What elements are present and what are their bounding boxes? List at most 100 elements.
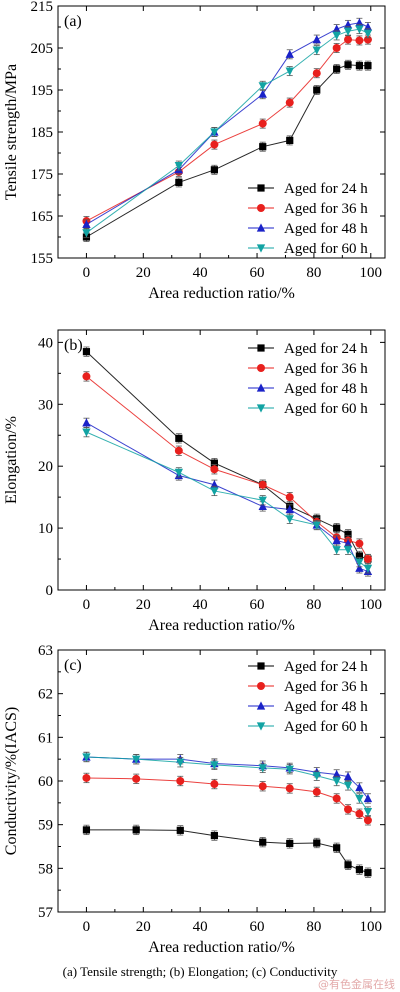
data-point [332, 794, 341, 803]
legend-marker [257, 344, 265, 352]
data-point [364, 869, 372, 877]
data-point [313, 86, 321, 94]
legend-label: Aged for 24 h [284, 659, 368, 675]
data-point [175, 178, 183, 186]
data-point [355, 794, 364, 804]
data-point [332, 546, 341, 555]
data-point [355, 25, 364, 34]
data-point [258, 764, 267, 773]
data-point [174, 446, 183, 455]
plot-frame [57, 329, 386, 591]
x-tick-label: 0 [83, 265, 91, 281]
data-point [355, 866, 364, 874]
legend-label: Aged for 24 h [284, 341, 368, 357]
series-line [86, 22, 369, 225]
series-line [86, 777, 369, 821]
data-point [363, 816, 372, 825]
series-4 [82, 427, 373, 574]
data-point [82, 372, 91, 381]
data-point [82, 348, 91, 356]
x-axis-label: Area reduction ratio/% [148, 939, 295, 956]
data-point [363, 564, 373, 573]
data-point [355, 563, 364, 572]
data-point [344, 530, 352, 538]
series-line [86, 351, 369, 560]
data-point [210, 166, 218, 174]
x-axis-label: Area reduction ratio/% [148, 617, 295, 634]
data-point [344, 861, 352, 869]
data-point [344, 35, 353, 44]
data-point [344, 61, 352, 69]
data-point [343, 27, 353, 36]
data-point [258, 119, 267, 128]
data-point [174, 162, 184, 171]
chart-panel-1: 0 20 40 60 80 100 155 165 175 185 195 205 215 Area re… [3, 0, 386, 302]
x-tick-label: 80 [306, 919, 321, 935]
y-tick-label: 10 [38, 521, 53, 537]
data-point [285, 765, 294, 774]
data-point [82, 219, 91, 228]
series-4 [82, 24, 373, 238]
y-tick-label: 165 [31, 209, 54, 225]
data-point [286, 136, 294, 144]
legend-label: Aged for 36 h [284, 361, 368, 377]
data-point [210, 459, 218, 467]
data-point [285, 49, 294, 58]
panel-label: (c) [64, 657, 82, 674]
data-point [285, 504, 294, 514]
y-tick-label: 58 [38, 861, 53, 877]
x-tick-label: 0 [83, 597, 91, 613]
x-tick-label: 20 [136, 265, 151, 281]
legend: Aged for 24 h Aged for 36 h Aged for 48 h A… [248, 659, 368, 735]
legend-marker [256, 701, 266, 710]
x-tick-label: 0 [83, 919, 91, 935]
data-point [210, 487, 219, 496]
data-point [258, 82, 267, 91]
x-tick-label: 20 [136, 919, 151, 935]
series-line [86, 376, 369, 560]
series-2 [82, 772, 372, 826]
data-point [343, 546, 353, 555]
series-line [86, 829, 369, 874]
x-tick-label: 60 [250, 265, 265, 281]
x-tick-label: 100 [360, 919, 383, 935]
data-point [363, 793, 373, 803]
data-point [258, 89, 267, 98]
legend-marker [256, 383, 266, 392]
data-point [131, 755, 141, 764]
legend-marker [256, 223, 266, 232]
y-tick-label: 40 [38, 335, 53, 351]
data-point [210, 128, 219, 137]
legend-marker [256, 722, 266, 731]
chart-panel-2: 0 20 40 60 80 100 0 10 20 30 40 Area reduction rati… [3, 329, 386, 634]
x-tick-label: 40 [193, 265, 208, 281]
data-point [210, 465, 219, 474]
panel-label: (a) [64, 13, 82, 30]
data-point [333, 844, 341, 852]
data-point [343, 772, 353, 781]
data-point [258, 782, 267, 791]
legend-marker [256, 244, 266, 253]
data-point [132, 826, 140, 834]
y-tick-label: 155 [31, 251, 54, 267]
x-tick-label: 80 [306, 597, 321, 613]
x-axis-label: Area reduction ratio/% [148, 285, 295, 302]
legend-label: Aged for 48 h [284, 221, 368, 237]
data-point [175, 434, 183, 442]
data-point [355, 558, 364, 567]
y-tick-label: 215 [31, 0, 54, 15]
legend-label: Aged for 60 h [284, 401, 368, 417]
legend-marker [257, 204, 265, 212]
data-point [363, 29, 373, 38]
watermark: @有色金属在线 [318, 978, 395, 991]
legend-label: Aged for 48 h [284, 381, 368, 397]
data-point [258, 496, 267, 505]
legend-marker [256, 404, 266, 413]
data-point [332, 777, 341, 786]
data-point [363, 807, 373, 817]
y-tick-label: 62 [38, 687, 53, 703]
data-point [82, 428, 91, 437]
data-point [176, 758, 185, 767]
series-line [86, 28, 369, 234]
legend-label: Aged for 36 h [284, 679, 368, 695]
